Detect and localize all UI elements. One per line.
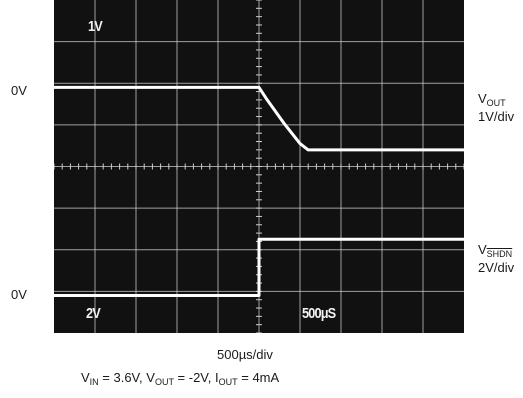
vshdn-subscript: SHDN <box>486 249 513 259</box>
vout-subscript: OUT <box>486 98 506 108</box>
vout-trace <box>54 85 464 152</box>
vin-symbol: V <box>81 370 90 385</box>
ch1-zero-label: 0V <box>11 83 27 98</box>
iout-subscript: OUT <box>218 377 238 387</box>
timebase-label: 500μS <box>302 305 336 322</box>
iout-symbol: I <box>215 370 219 385</box>
vout-cond-value: = -2V, <box>173 370 216 385</box>
vout-scale-label: 1V/div <box>478 109 515 124</box>
time-per-div-caption: 500µs/div <box>217 347 273 362</box>
vshdn-scale-label: 2V/div <box>478 260 515 275</box>
vin-subscript: IN <box>89 377 99 387</box>
vout-trace-label: VOUT <box>478 92 506 110</box>
test-conditions-caption: VIN = 3.6V, VOUT = -2V, IOUT = 4mA <box>81 371 279 389</box>
vout-cond-symbol: V <box>146 370 155 385</box>
oscilloscope-screen: 1V 2V 500μS <box>54 0 464 333</box>
ch2-scale-label: 2V <box>86 305 101 322</box>
vout-cond-subscript: OUT <box>154 377 174 387</box>
vshdn-symbol: V <box>478 242 487 257</box>
vin-value: = 3.6V, <box>98 370 147 385</box>
vshdn-trace <box>54 237 464 297</box>
scope-plot <box>54 0 464 333</box>
ch2-zero-label: 0V <box>11 287 27 302</box>
ch1-scale-label: 1V <box>88 18 103 35</box>
vshdn-trace-label: VSHDN <box>478 243 512 261</box>
vout-symbol: V <box>478 91 487 106</box>
iout-value: = 4mA <box>237 370 280 385</box>
